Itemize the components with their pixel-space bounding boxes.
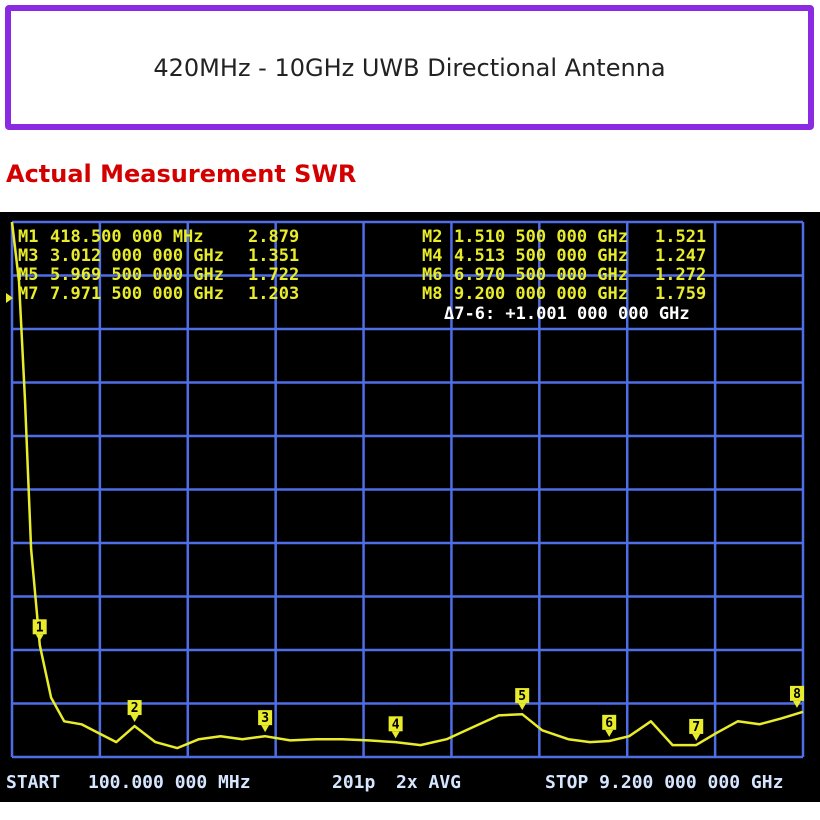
- marker-m1-swr: 2.879: [248, 227, 299, 247]
- marker-flag-number: 5: [518, 689, 526, 704]
- marker-flag-number: 2: [131, 701, 139, 716]
- marker-flag-pointer: [692, 733, 701, 741]
- marker-flag-number: 7: [692, 720, 700, 735]
- marker-m1-label: M1: [18, 227, 38, 247]
- marker-flag-pointer: [605, 729, 614, 737]
- marker-flag-pointer: [261, 725, 270, 733]
- marker-flag-2: 2: [127, 700, 142, 723]
- marker-m7-label: M7: [18, 284, 38, 304]
- analyzer-screen: 1 2 3 4 5 6 7 8 M1 418.500 000 MHz 2.879 M3 3.0…: [0, 212, 820, 802]
- points-count: 201p: [332, 772, 376, 793]
- marker-flag-box: [388, 716, 403, 732]
- marker-flag-number: 6: [605, 716, 613, 731]
- marker-flag-box: [790, 685, 804, 701]
- marker-flag-3: 3: [258, 710, 273, 733]
- start-label: START: [6, 772, 60, 793]
- marker-flag-number: 1: [36, 620, 44, 635]
- marker-flag-6: 6: [602, 714, 617, 737]
- averaging-mode: 2x AVG: [396, 772, 461, 793]
- marker-m8-freq: 9.200 000 000 GHz: [454, 284, 628, 304]
- marker-flag-pointer: [793, 700, 801, 708]
- page-title: 420MHz - 10GHz UWB Directional Antenna: [153, 53, 666, 82]
- swr-chart: 1 2 3 4 5 6 7 8 M1 418.500 000 MHz 2.879 M3 3.0…: [0, 212, 820, 802]
- marker-m5-freq: 5.969 500 000 GHz: [50, 265, 224, 285]
- marker-flag-7: 7: [689, 718, 704, 741]
- marker-readout-left: M1 418.500 000 MHz 2.879 M3 3.012 000 00…: [6, 227, 299, 304]
- marker-flag-4: 4: [388, 716, 403, 739]
- marker-m2-label: M2: [422, 227, 442, 247]
- status-bar: START 100.000 000 MHz 201p 2x AVG STOP 9…: [6, 772, 783, 793]
- marker-m8-swr: 1.759: [655, 284, 706, 304]
- active-marker-arrow-icon: [6, 293, 13, 303]
- swr-trace-line: [10, 221, 804, 750]
- marker-m7-swr: 1.203: [248, 284, 299, 304]
- marker-flag-box: [32, 619, 47, 635]
- marker-flag-number: 8: [793, 687, 801, 702]
- marker-flag-box: [258, 710, 273, 726]
- delta-readout: Δ7-6: +1.001 000 000 GHz: [444, 304, 690, 324]
- marker-m3-swr: 1.351: [248, 246, 299, 266]
- marker-m5-swr: 1.722: [248, 265, 299, 285]
- marker-flag-pointer: [130, 715, 139, 723]
- marker-m3-label: M3: [18, 246, 38, 266]
- marker-m4-label: M4: [422, 246, 442, 266]
- marker-flag-8: 8: [790, 685, 804, 708]
- marker-flag-box: [515, 688, 530, 704]
- marker-m7-freq: 7.971 500 000 GHz: [50, 284, 224, 304]
- marker-flag-box: [127, 700, 142, 716]
- marker-m6-swr: 1.272: [655, 265, 706, 285]
- marker-flag-pointer: [35, 634, 44, 642]
- marker-flag-number: 3: [261, 711, 269, 726]
- marker-m8-label: M8: [422, 284, 442, 304]
- marker-flag-pointer: [391, 731, 400, 739]
- marker-readout-right: M2 1.510 500 000 GHz 1.521 M4 4.513 500 …: [422, 227, 706, 324]
- marker-flag-1: 1: [32, 619, 47, 642]
- stop-frequency: STOP 9.200 000 000 GHz: [545, 772, 783, 793]
- marker-flag-box: [602, 714, 617, 730]
- chart-grid: [10, 220, 805, 759]
- marker-flag-number: 4: [392, 717, 400, 732]
- marker-m2-freq: 1.510 500 000 GHz: [454, 227, 628, 247]
- marker-m1-freq: 418.500 000 MHz: [50, 227, 204, 247]
- marker-m5-label: M5: [18, 265, 38, 285]
- marker-m4-freq: 4.513 500 000 GHz: [454, 246, 628, 266]
- marker-flags: 1 2 3 4 5 6 7 8: [32, 619, 804, 741]
- measurement-subtitle: Actual Measurement SWR: [6, 160, 357, 188]
- marker-flag-pointer: [518, 703, 527, 711]
- marker-m2-swr: 1.521: [655, 227, 706, 247]
- trace-layer: [10, 221, 804, 750]
- start-frequency: 100.000 000 MHz: [88, 772, 251, 793]
- title-banner: 420MHz - 10GHz UWB Directional Antenna: [5, 5, 814, 130]
- marker-flag-5: 5: [515, 688, 530, 711]
- marker-flag-box: [689, 718, 704, 734]
- marker-m6-freq: 6.970 500 000 GHz: [454, 265, 628, 285]
- marker-m6-label: M6: [422, 265, 442, 285]
- marker-m4-swr: 1.247: [655, 246, 706, 266]
- marker-m3-freq: 3.012 000 000 GHz: [50, 246, 224, 266]
